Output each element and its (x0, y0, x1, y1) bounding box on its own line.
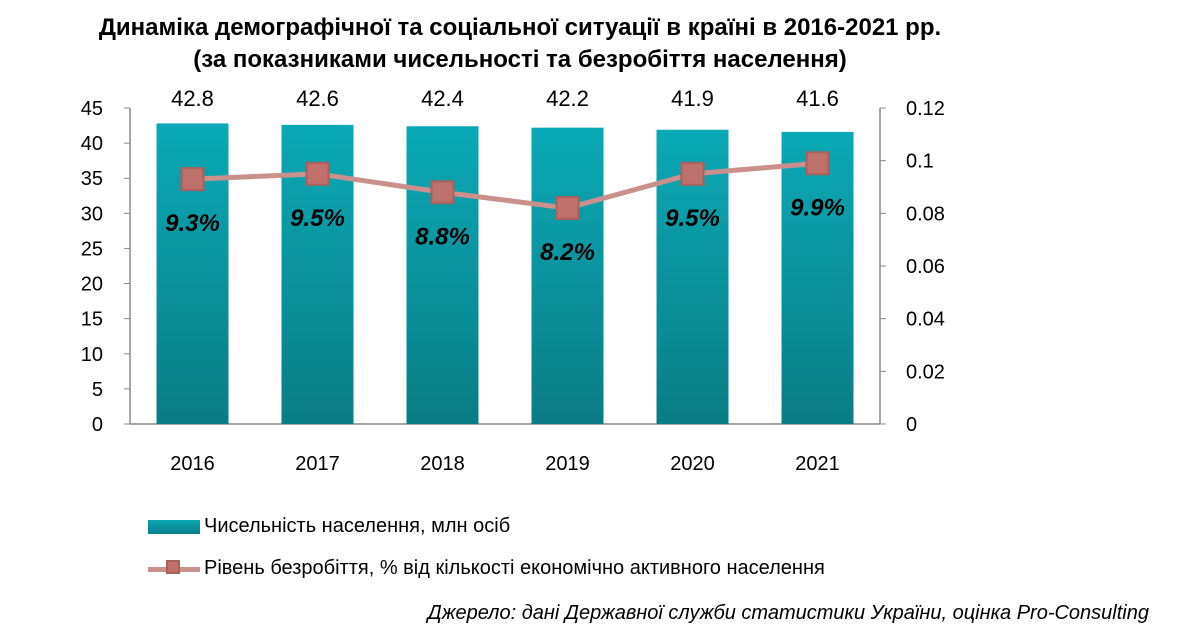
right-tick-label: 0.02 (906, 361, 945, 383)
legend-swatch-bar (148, 519, 200, 534)
legend-label-population: Чисельність населення, млн осіб (204, 515, 511, 537)
left-tick-label: 15 (81, 309, 103, 331)
unemployment-marker (555, 196, 580, 221)
legend-swatch-line (148, 559, 200, 576)
legend-item-unemployment: Рівень безробіття, % від кількості еконо… (148, 557, 825, 580)
unemployment-marker (805, 151, 830, 176)
unemployment-marker (305, 161, 330, 186)
chart-subtitle: (за показниками чисельності та безробітт… (193, 46, 847, 73)
left-tick-label: 35 (81, 168, 103, 190)
x-tick-label: 2021 (795, 453, 840, 475)
right-tick-label: 0 (906, 414, 917, 436)
population-bar (406, 126, 479, 424)
x-tick-label: 2020 (670, 453, 715, 475)
unemployment-marker (180, 167, 205, 192)
left-tick-label: 30 (81, 203, 103, 225)
left-tick-label: 0 (92, 414, 103, 436)
unemployment-marker (430, 180, 455, 205)
left-tick-label: 5 (92, 379, 103, 401)
unemployment-value-label: 9.3% (165, 210, 220, 237)
unemployment-line (192, 160, 818, 211)
population-value-label: 42.2 (546, 86, 589, 111)
unemployment-value-label: 8.8% (415, 223, 470, 250)
left-tick-label: 25 (81, 238, 103, 260)
unemployment-value-label: 8.2% (540, 239, 595, 266)
legend-item-population: Чисельність населення, млн осіб (148, 515, 510, 538)
right-tick-label: 0.12 (906, 98, 945, 120)
population-value-label: 42.4 (421, 86, 464, 111)
x-tick-label: 2017 (295, 453, 340, 475)
right-tick-label: 0.1 (906, 151, 934, 173)
combo-chart: 0 5 10 15 20 25 30 35 40 45 0 0.02 0.04 0.06 0.08 0.1 0.… (81, 86, 945, 475)
unemployment-value-label: 9.5% (665, 205, 720, 232)
left-tick-label: 20 (81, 274, 103, 296)
right-tick-label: 0.04 (906, 309, 945, 331)
chart-title: Динаміка демографічної та соціальної сит… (98, 14, 942, 41)
unemployment-marker (680, 161, 705, 186)
legend-label-unemployment: Рівень безробіття, % від кількості еконо… (204, 557, 825, 579)
x-tick-label: 2018 (420, 453, 465, 475)
population-bar (781, 131, 854, 424)
source-note: Джерело: дані Державної служби статистик… (427, 602, 1149, 624)
x-tick-label: 2019 (545, 453, 590, 475)
unemployment-value-label: 9.5% (290, 205, 345, 232)
left-tick-label: 10 (81, 344, 103, 366)
left-tick-label: 40 (81, 133, 103, 155)
population-value-label: 41.9 (671, 86, 714, 111)
population-value-label: 42.6 (296, 86, 339, 111)
population-value-label: 42.8 (171, 86, 214, 111)
population-value-label: 41.6 (796, 86, 839, 111)
left-tick-label: 45 (81, 98, 103, 120)
population-bar (531, 127, 604, 424)
right-tick-label: 0.06 (906, 256, 945, 278)
x-tick-label: 2016 (170, 453, 215, 475)
right-tick-label: 0.08 (906, 203, 945, 225)
unemployment-value-label: 9.9% (790, 194, 845, 221)
